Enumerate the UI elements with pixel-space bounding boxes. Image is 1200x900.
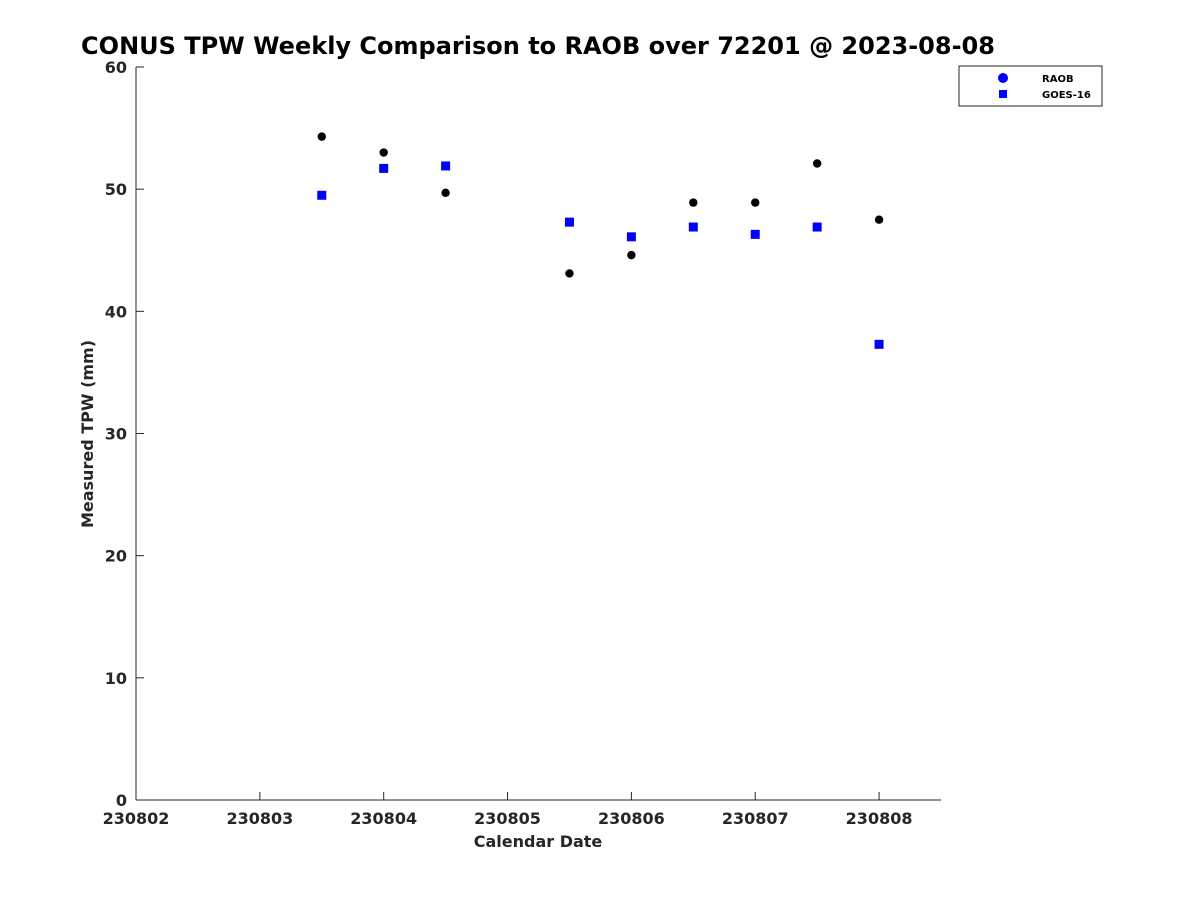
x-tick-label: 230807 [722, 809, 789, 828]
x-axis-label: Calendar Date [474, 832, 603, 851]
raob-point [379, 148, 388, 157]
goes-16-point [688, 222, 698, 232]
x-tick-label: 230808 [846, 809, 913, 828]
goes-16-point [317, 190, 327, 200]
y-tick-label: 0 [116, 791, 127, 810]
y-tick-label: 60 [105, 58, 127, 77]
raob-point [441, 188, 450, 198]
legend: RAOB GOES-16 [958, 65, 1103, 107]
goes-16-point [626, 232, 636, 242]
x-tick-label: 230802 [103, 809, 170, 828]
x-tick-label: 230805 [474, 809, 541, 828]
legend-marker-goes-16 [999, 90, 1007, 98]
legend-box [958, 65, 1103, 107]
x-tick-label: 230804 [350, 809, 417, 828]
chart-title: CONUS TPW Weekly Comparison to RAOB over… [81, 32, 995, 60]
goes-16-point [379, 163, 389, 173]
raob-point [689, 198, 698, 207]
legend-marker-raob [998, 73, 1008, 83]
goes-16-point [441, 161, 451, 171]
raob-point [874, 215, 884, 224]
goes-16-point [812, 222, 822, 232]
legend-label: GOES-16 [1042, 90, 1091, 101]
goes-16-point [874, 339, 884, 349]
plot-axes: 0 10 20 30 40 50 60 230802 230803 230804 230805 230… [103, 58, 941, 828]
raob-point [627, 250, 636, 260]
legend-label: RAOB [1042, 74, 1074, 85]
raob-point [751, 198, 760, 207]
x-tick-label: 230803 [226, 809, 293, 828]
raob-point [812, 159, 822, 168]
raob-point [565, 269, 574, 278]
goes-16-point [564, 217, 574, 227]
y-tick-label: 50 [105, 180, 127, 199]
goes-16-point [750, 229, 760, 239]
data-points [317, 132, 884, 349]
y-tick-label: 10 [105, 669, 127, 688]
y-tick-label: 30 [105, 425, 127, 444]
y-tick-label: 40 [105, 302, 127, 321]
y-tick-label: 20 [105, 547, 127, 566]
x-tick-label: 230806 [598, 809, 665, 828]
raob-point [317, 132, 326, 141]
y-axis-label: Measured TPW (mm) [78, 340, 97, 528]
